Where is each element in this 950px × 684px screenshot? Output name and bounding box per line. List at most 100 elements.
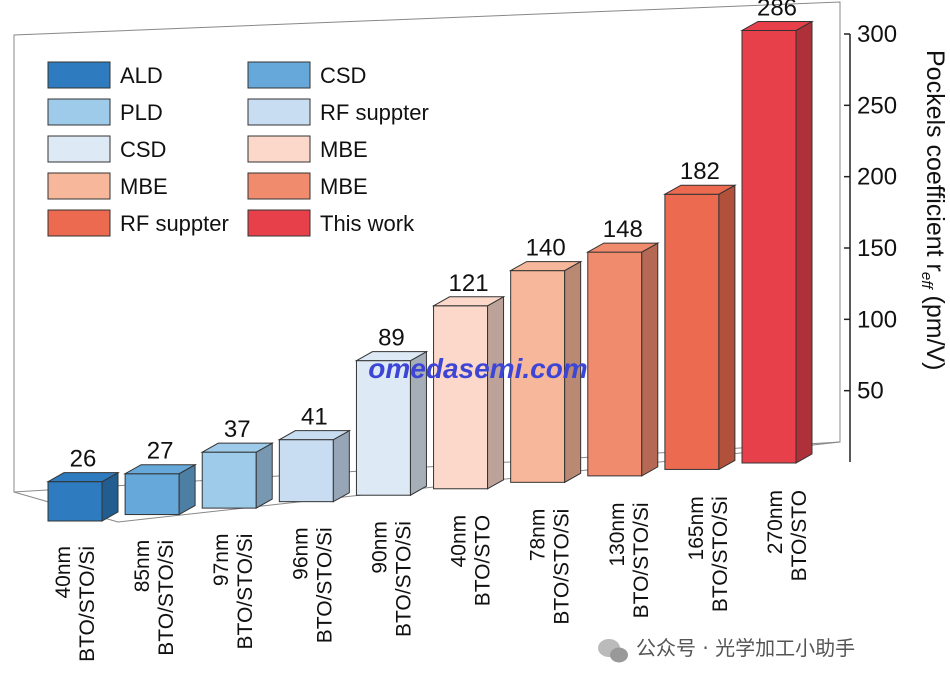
bar-front-face <box>510 270 566 483</box>
legend-label: ALD <box>120 63 163 88</box>
bar-front-face <box>124 473 180 516</box>
legend-item: MBE <box>247 172 368 200</box>
x-category-line1: 96nm <box>289 527 312 580</box>
bar-top-face <box>431 296 506 307</box>
bar-top-face <box>740 20 814 31</box>
x-category-line2: BTO/STO/Si <box>551 509 574 625</box>
legend-label: PLD <box>120 100 163 125</box>
bar-front-face <box>587 251 643 477</box>
x-category-line2: BTO/STO/Si <box>234 534 257 650</box>
x-category-line1: 40nm <box>448 515 471 568</box>
legend-item: CSD <box>47 135 166 163</box>
legend-label: CSD <box>320 63 366 88</box>
legend-label: MBE <box>120 174 168 199</box>
bar-top-face <box>662 184 737 195</box>
bar-value-label: 89 <box>378 325 405 352</box>
bar-value-label: 286 <box>757 0 797 21</box>
legend-swatch <box>47 209 111 237</box>
bar-front-face <box>278 439 334 503</box>
watermark-text: omedasemi.com <box>368 353 587 384</box>
legend-swatch <box>47 61 111 89</box>
bar-value-label: 182 <box>680 158 720 185</box>
legend-item: MBE <box>47 172 168 200</box>
legend: ALD CSD PLD RF suppter CSD MBE MBE MBE RF suppte… <box>47 61 429 237</box>
bar <box>200 442 275 509</box>
bar-side-face <box>718 184 736 471</box>
x-category-line1: 78nm <box>527 509 550 562</box>
y-tick-label: 200 <box>857 164 897 191</box>
credit-text: 公众号 · 光学加工小助手 <box>636 636 855 660</box>
y-axis-title-text: Pockels coefficient reff (pm/V) <box>918 50 949 371</box>
x-category-label: 40nm BTO/STO <box>448 515 495 606</box>
x-category-label: 96nm BTO/STO/Si <box>289 527 336 643</box>
x-category-label: 165nm BTO/STO/Si <box>685 496 732 612</box>
x-category-line2: BTO/STO/Si <box>155 540 178 656</box>
legend-label: This work <box>320 211 415 236</box>
bar <box>46 471 120 522</box>
legend-label: MBE <box>320 137 368 162</box>
x-category-line1: 130nm <box>606 502 629 566</box>
bar-value-label: 140 <box>526 235 566 262</box>
wechat-icon <box>598 639 628 663</box>
legend-swatch <box>47 135 111 163</box>
bar-top-face <box>277 430 352 441</box>
bar-front-face <box>201 451 257 509</box>
x-category-label: 85nm BTO/STO/Si <box>131 540 178 656</box>
bar-side-face <box>641 242 659 477</box>
bar-top-face <box>508 261 583 272</box>
x-category-label: 90nm BTO/STO/Si <box>368 521 415 637</box>
bar-value-label: 26 <box>70 446 97 473</box>
x-category-label: 270nm BTO/STO <box>764 490 811 581</box>
y-tick-label: 100 <box>857 306 897 333</box>
bar <box>585 242 660 477</box>
x-category-line1: 85nm <box>131 540 154 593</box>
legend-swatch <box>247 135 311 163</box>
x-category-line2: BTO/STO/Si <box>313 527 336 643</box>
y-axis-title: Pockels coefficient reff (pm/V) <box>918 50 949 371</box>
legend-swatch <box>247 98 311 126</box>
x-category-line2: BTO/STO <box>788 490 811 581</box>
bar-value-label: 41 <box>301 404 328 431</box>
x-category-line1: 165nm <box>685 496 708 560</box>
bar <box>740 20 814 464</box>
x-category-line2: BTO/STO/Si <box>630 502 653 618</box>
y-axis-title-main: Pockels coefficient r <box>921 50 949 272</box>
bar-top-face <box>354 351 429 362</box>
bar-top-face <box>200 442 275 453</box>
y-axis-title-subscript: eff <box>918 272 935 291</box>
legend-label: CSD <box>120 137 166 162</box>
x-axis-labels: 40nm BTO/STO/Si 85nm BTO/STO/Si 97nm BTO/STO/… <box>52 490 811 662</box>
x-category-line1: 97nm <box>210 534 233 587</box>
bar <box>508 260 583 484</box>
bar <box>431 295 506 490</box>
bar <box>354 350 429 497</box>
x-category-label: 97nm BTO/STO/Si <box>210 534 257 650</box>
bar-value-label: 121 <box>449 270 489 297</box>
y-axis-title-unit: (pm/V) <box>921 289 949 371</box>
bar-side-face <box>795 20 813 464</box>
legend-item: ALD <box>47 61 163 89</box>
legend-item: PLD <box>47 98 163 126</box>
x-category-label: 40nm BTO/STO/Si <box>52 546 99 662</box>
bar-front-face <box>433 305 489 490</box>
legend-item: RF suppter <box>47 209 229 237</box>
bar-top-face <box>123 464 198 475</box>
legend-label: RF suppter <box>320 100 429 125</box>
legend-swatch <box>47 172 111 200</box>
x-category-label: 78nm BTO/STO/Si <box>527 509 574 625</box>
x-category-line1: 40nm <box>52 546 75 599</box>
y-tick-label: 250 <box>857 92 897 119</box>
y-tick-label: 300 <box>857 21 897 48</box>
y-tick-label: 150 <box>857 235 897 262</box>
bars-group <box>46 20 814 522</box>
legend-item: CSD <box>247 61 366 89</box>
bar-front-face <box>355 360 411 496</box>
legend-item: MBE <box>247 135 368 163</box>
bar-value-label: 148 <box>603 216 643 243</box>
bar <box>662 184 737 471</box>
x-category-line2: BTO/STO <box>472 515 495 606</box>
bar-side-face <box>255 442 273 509</box>
x-category-line1: 270nm <box>764 490 787 554</box>
legend-swatch <box>247 61 311 89</box>
